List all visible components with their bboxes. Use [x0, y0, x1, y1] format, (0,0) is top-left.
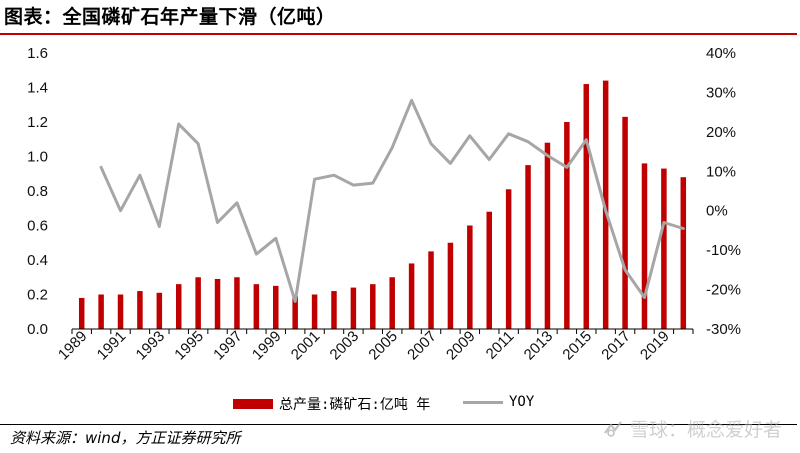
- bar: [544, 142, 551, 329]
- bar: [156, 292, 163, 329]
- bar: [661, 168, 667, 329]
- legend-item-yoy: YOY: [463, 394, 534, 410]
- bar: [641, 163, 648, 329]
- x-tick-label: 1999: [249, 328, 285, 364]
- bar: [486, 211, 492, 329]
- bar: [505, 189, 512, 329]
- y-right-tick-label: -30%: [706, 321, 741, 338]
- snowball-logo-icon: [604, 420, 622, 437]
- bar: [137, 291, 143, 329]
- title-divider: [0, 33, 797, 35]
- x-tick-label: 1995: [171, 328, 207, 364]
- bar: [680, 177, 687, 329]
- bar: [467, 225, 473, 329]
- bar: [292, 296, 298, 329]
- bar: [214, 278, 221, 329]
- x-tick-label: 1997: [210, 328, 246, 364]
- y-left-tick-label: 0.4: [27, 252, 48, 269]
- x-tick-label: 2013: [521, 328, 557, 364]
- legend-item-production: 总产量:磷矿石:亿吨 年: [233, 394, 430, 414]
- bar: [331, 291, 337, 329]
- bar: [253, 284, 260, 329]
- y-right-tick-label: 40%: [706, 45, 736, 62]
- y-left-tick-label: 0.0: [27, 321, 48, 338]
- legend-label-production: 总产量:磷矿石:亿吨 年: [279, 397, 431, 413]
- y-left-tick-label: 1.0: [27, 149, 48, 166]
- bar: [564, 122, 570, 329]
- legend-swatch-line: [463, 400, 503, 404]
- bar: [234, 277, 240, 329]
- bar: [622, 116, 628, 329]
- bar: [273, 285, 279, 329]
- bar: [447, 242, 454, 329]
- watermark: 雪球：概念爱好者: [602, 415, 782, 442]
- legend-label-yoy: YOY: [509, 394, 535, 410]
- yoy-line: [99, 98, 685, 303]
- x-tick-label: 2001: [288, 328, 324, 364]
- bar: [602, 80, 609, 329]
- bar: [175, 284, 182, 329]
- bar: [78, 297, 85, 329]
- x-tick-label: 1991: [94, 328, 130, 364]
- bar: [98, 294, 104, 329]
- watermark-text: 雪球：概念爱好者: [629, 419, 782, 441]
- x-tick-label: 2017: [598, 328, 634, 364]
- x-tick-label: 2005: [365, 328, 401, 364]
- bar: [408, 263, 415, 329]
- chart-title: 图表：全国磷矿石年产量下滑（亿吨）: [4, 6, 336, 28]
- legend-swatch-bar: [233, 399, 273, 409]
- y-left-tick-label: 0.2: [27, 287, 48, 304]
- bar: [583, 84, 590, 329]
- bar: [525, 165, 531, 329]
- bar: [350, 287, 357, 329]
- y-right-tick-label: 20%: [706, 124, 736, 141]
- y-right-tick-label: -20%: [706, 282, 741, 299]
- y-right-tick-label: 30%: [706, 84, 736, 101]
- x-tick-label: 2007: [404, 328, 440, 364]
- chart-legend: 总产量:磷矿石:亿吨 年 YOY: [0, 394, 800, 416]
- x-tick-label: 2011: [483, 328, 518, 363]
- source-note: 资料来源：wind，方正证券研究所: [10, 429, 241, 447]
- y-left-tick-label: 1.6: [27, 45, 48, 62]
- y-left-tick-label: 1.2: [27, 114, 48, 131]
- x-tick-label: 2019: [637, 328, 673, 364]
- footer-divider: [0, 424, 797, 425]
- bar: [370, 284, 376, 329]
- y-right-tick-label: -10%: [706, 242, 741, 259]
- x-tick-label: 2009: [443, 328, 479, 364]
- x-tick-label: 1989: [55, 328, 91, 364]
- bar: [117, 294, 124, 329]
- y-right-tick-label: 0%: [706, 203, 728, 220]
- bar: [311, 294, 318, 329]
- y-left-tick-label: 1.4: [27, 80, 48, 97]
- y-left-tick-label: 0.8: [27, 183, 48, 200]
- x-tick-label: 2003: [327, 328, 363, 364]
- x-tick-label: 1993: [133, 328, 169, 364]
- bar: [195, 277, 201, 329]
- x-tick-label: 2015: [559, 328, 595, 364]
- chart-plot: 0.0 0.2 0.4 0.6 0.8 1.0 1.2 1.4 1.6 -30% -20% -10% 0…: [27, 45, 741, 364]
- y-left-tick-label: 0.6: [27, 218, 48, 235]
- bar: [428, 251, 434, 329]
- bar: [389, 277, 395, 329]
- y-right-tick-label: 10%: [706, 163, 736, 180]
